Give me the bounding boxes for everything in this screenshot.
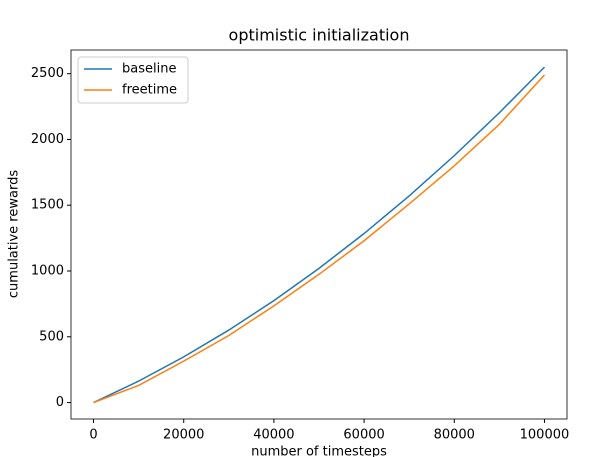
- x-tick-label: 20000: [163, 428, 204, 443]
- y-tick-label: 2000: [31, 132, 64, 147]
- legend-label: freetime: [122, 83, 177, 98]
- y-tick-label: 500: [39, 329, 64, 344]
- y-tick-label: 0: [56, 395, 64, 410]
- x-tick-label: 100000: [520, 428, 570, 443]
- x-tick-label: 0: [89, 428, 97, 443]
- x-tick-label: 60000: [343, 428, 384, 443]
- x-tick-label: 80000: [434, 428, 475, 443]
- series-line: [93, 74, 546, 404]
- y-tick-label: 1500: [31, 198, 64, 213]
- plot-frame: [70, 49, 568, 420]
- y-tick-label: 2500: [31, 66, 64, 81]
- x-tick-label: 40000: [253, 428, 294, 443]
- y-tick-label: 1000: [31, 264, 64, 279]
- legend-label: baseline: [122, 62, 176, 77]
- x-axis-label: number of timesteps: [251, 445, 387, 457]
- series-line: [93, 66, 545, 404]
- chart-title: optimistic initialization: [229, 26, 410, 45]
- y-axis-label: cumulative rewards: [7, 170, 22, 298]
